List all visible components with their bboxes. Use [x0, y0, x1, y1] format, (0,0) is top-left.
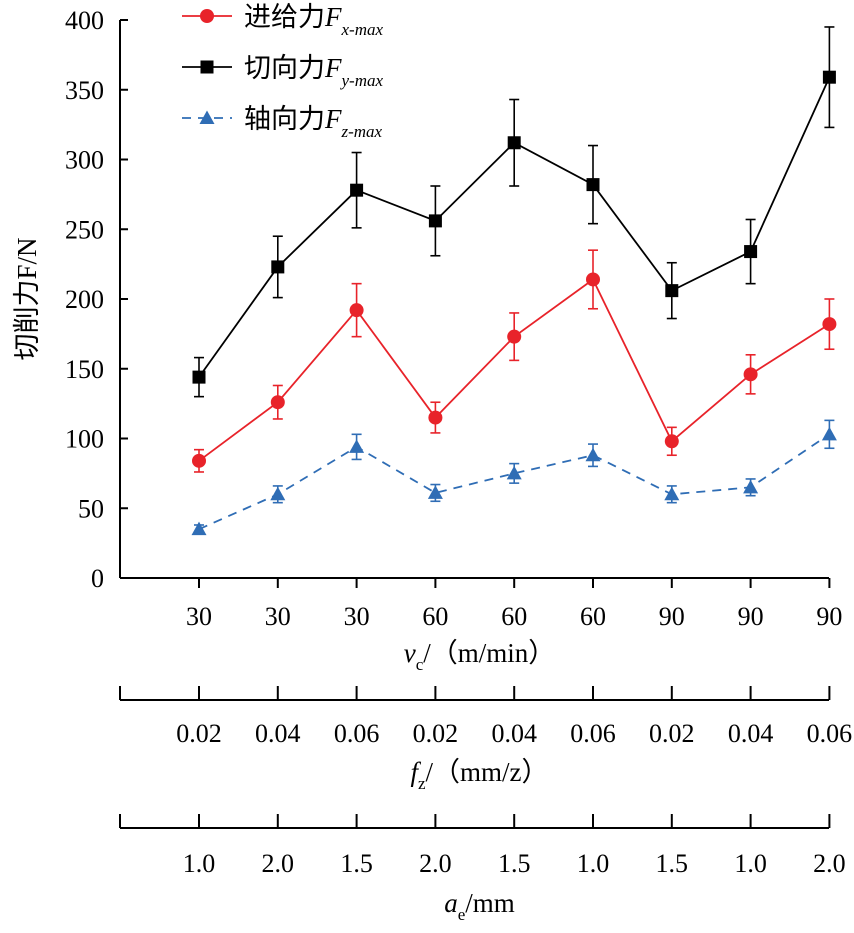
data-point: [586, 272, 600, 287]
data-point: [428, 214, 442, 228]
x-tick-label: 90: [659, 602, 685, 631]
x-tick-label: 1.5: [656, 849, 689, 878]
x-tick-label: 2.0: [262, 849, 295, 878]
legend-marker: [200, 9, 214, 23]
legend-item-2: 切向力Fy-max: [182, 53, 383, 90]
data-point: [349, 439, 365, 453]
y-tick-label: 0: [91, 564, 104, 593]
series-2: [192, 26, 836, 398]
data-point: [743, 367, 758, 382]
data-point: [664, 434, 679, 449]
data-point: [821, 426, 837, 441]
legend-marker: [200, 60, 214, 74]
data-point: [270, 395, 285, 410]
x-tick-label: 1.0: [734, 849, 767, 878]
x-tick-label: 0.06: [570, 719, 616, 748]
legend-marker: [199, 110, 215, 124]
data-point: [349, 303, 364, 318]
series-line: [198, 433, 830, 530]
axes: 0 50 100 150 200 250 300 350 400 切削力F/N 30 30 30 60 60…: [12, 6, 852, 924]
x-tick-label: 0.02: [413, 719, 459, 748]
x-tick-label: 60: [422, 602, 448, 631]
x-axis-label-1: vc/（m/min）: [404, 638, 556, 674]
data-point: [664, 486, 680, 501]
series-3: [191, 419, 837, 536]
x-tick-label: 60: [580, 602, 606, 631]
y-axis-label: 切削力F/N: [12, 237, 42, 360]
y-tick-label: 400: [65, 6, 104, 35]
data-point: [586, 178, 600, 192]
data-point: [506, 465, 522, 480]
data-point: [822, 70, 836, 84]
x-tick-label: 90: [738, 602, 764, 631]
data-point: [822, 317, 837, 332]
x-tick-label: 30: [344, 602, 370, 631]
x-tick-label: 1.5: [498, 849, 531, 878]
series-layer: [191, 26, 837, 536]
x-tick-label: 60: [501, 602, 527, 631]
data-point: [192, 370, 206, 384]
data-point: [507, 329, 522, 344]
x-tick-label: 0.04: [491, 719, 537, 748]
data-point: [192, 453, 206, 468]
data-point: [585, 447, 601, 462]
x-tick-label: 30: [265, 602, 291, 631]
y-tick-label: 100: [65, 425, 104, 454]
x-tick-label: 1.5: [340, 849, 373, 878]
y-tick-label: 300: [65, 146, 104, 175]
data-point: [270, 486, 286, 501]
y-tick-label: 150: [65, 355, 104, 384]
data-point: [665, 284, 679, 298]
x-tick-label: 0.02: [176, 719, 222, 748]
x-tick-label: 0.06: [807, 719, 853, 748]
x-tick-label: 0.06: [334, 719, 380, 748]
y-tick-label: 350: [65, 76, 104, 105]
x-tick-label: 2.0: [813, 849, 846, 878]
x-tick-label: 90: [816, 602, 842, 631]
legend-item-3: 轴向力Fz-max: [182, 104, 383, 141]
data-point: [191, 521, 207, 536]
x-tick-label: 0.02: [649, 719, 695, 748]
data-point: [350, 183, 364, 197]
x-tick-label: 1.0: [577, 849, 610, 878]
legend-label: 进给力Fx-max: [244, 2, 383, 39]
legend-label: 切向力Fy-max: [244, 53, 383, 90]
data-point: [507, 136, 521, 150]
data-point: [428, 410, 443, 425]
y-tick-label: 50: [78, 494, 104, 523]
data-point: [427, 485, 443, 499]
data-point: [271, 260, 285, 274]
y-tick-label: 200: [65, 285, 104, 314]
x-tick-label: 30: [186, 602, 212, 631]
data-point: [744, 245, 758, 259]
legend-item-1: 进给力Fx-max: [182, 2, 383, 39]
series-1: [192, 249, 837, 473]
x-tick-label: 2.0: [419, 849, 452, 878]
x-tick-label: 0.04: [255, 719, 301, 748]
data-point: [743, 479, 759, 494]
x-axis-label-2: fz/（mm/z）: [410, 757, 548, 793]
legend-label: 轴向力Fz-max: [244, 104, 383, 141]
legend: 进给力Fx-max 切向力Fy-max 轴向力Fz-max: [182, 2, 383, 141]
series-line: [198, 278, 830, 462]
x-axis-label-3: ae/mm: [444, 888, 515, 924]
x-tick-label: 0.04: [728, 719, 774, 748]
y-tick-label: 250: [65, 215, 104, 244]
x-tick-label: 1.0: [183, 849, 216, 878]
